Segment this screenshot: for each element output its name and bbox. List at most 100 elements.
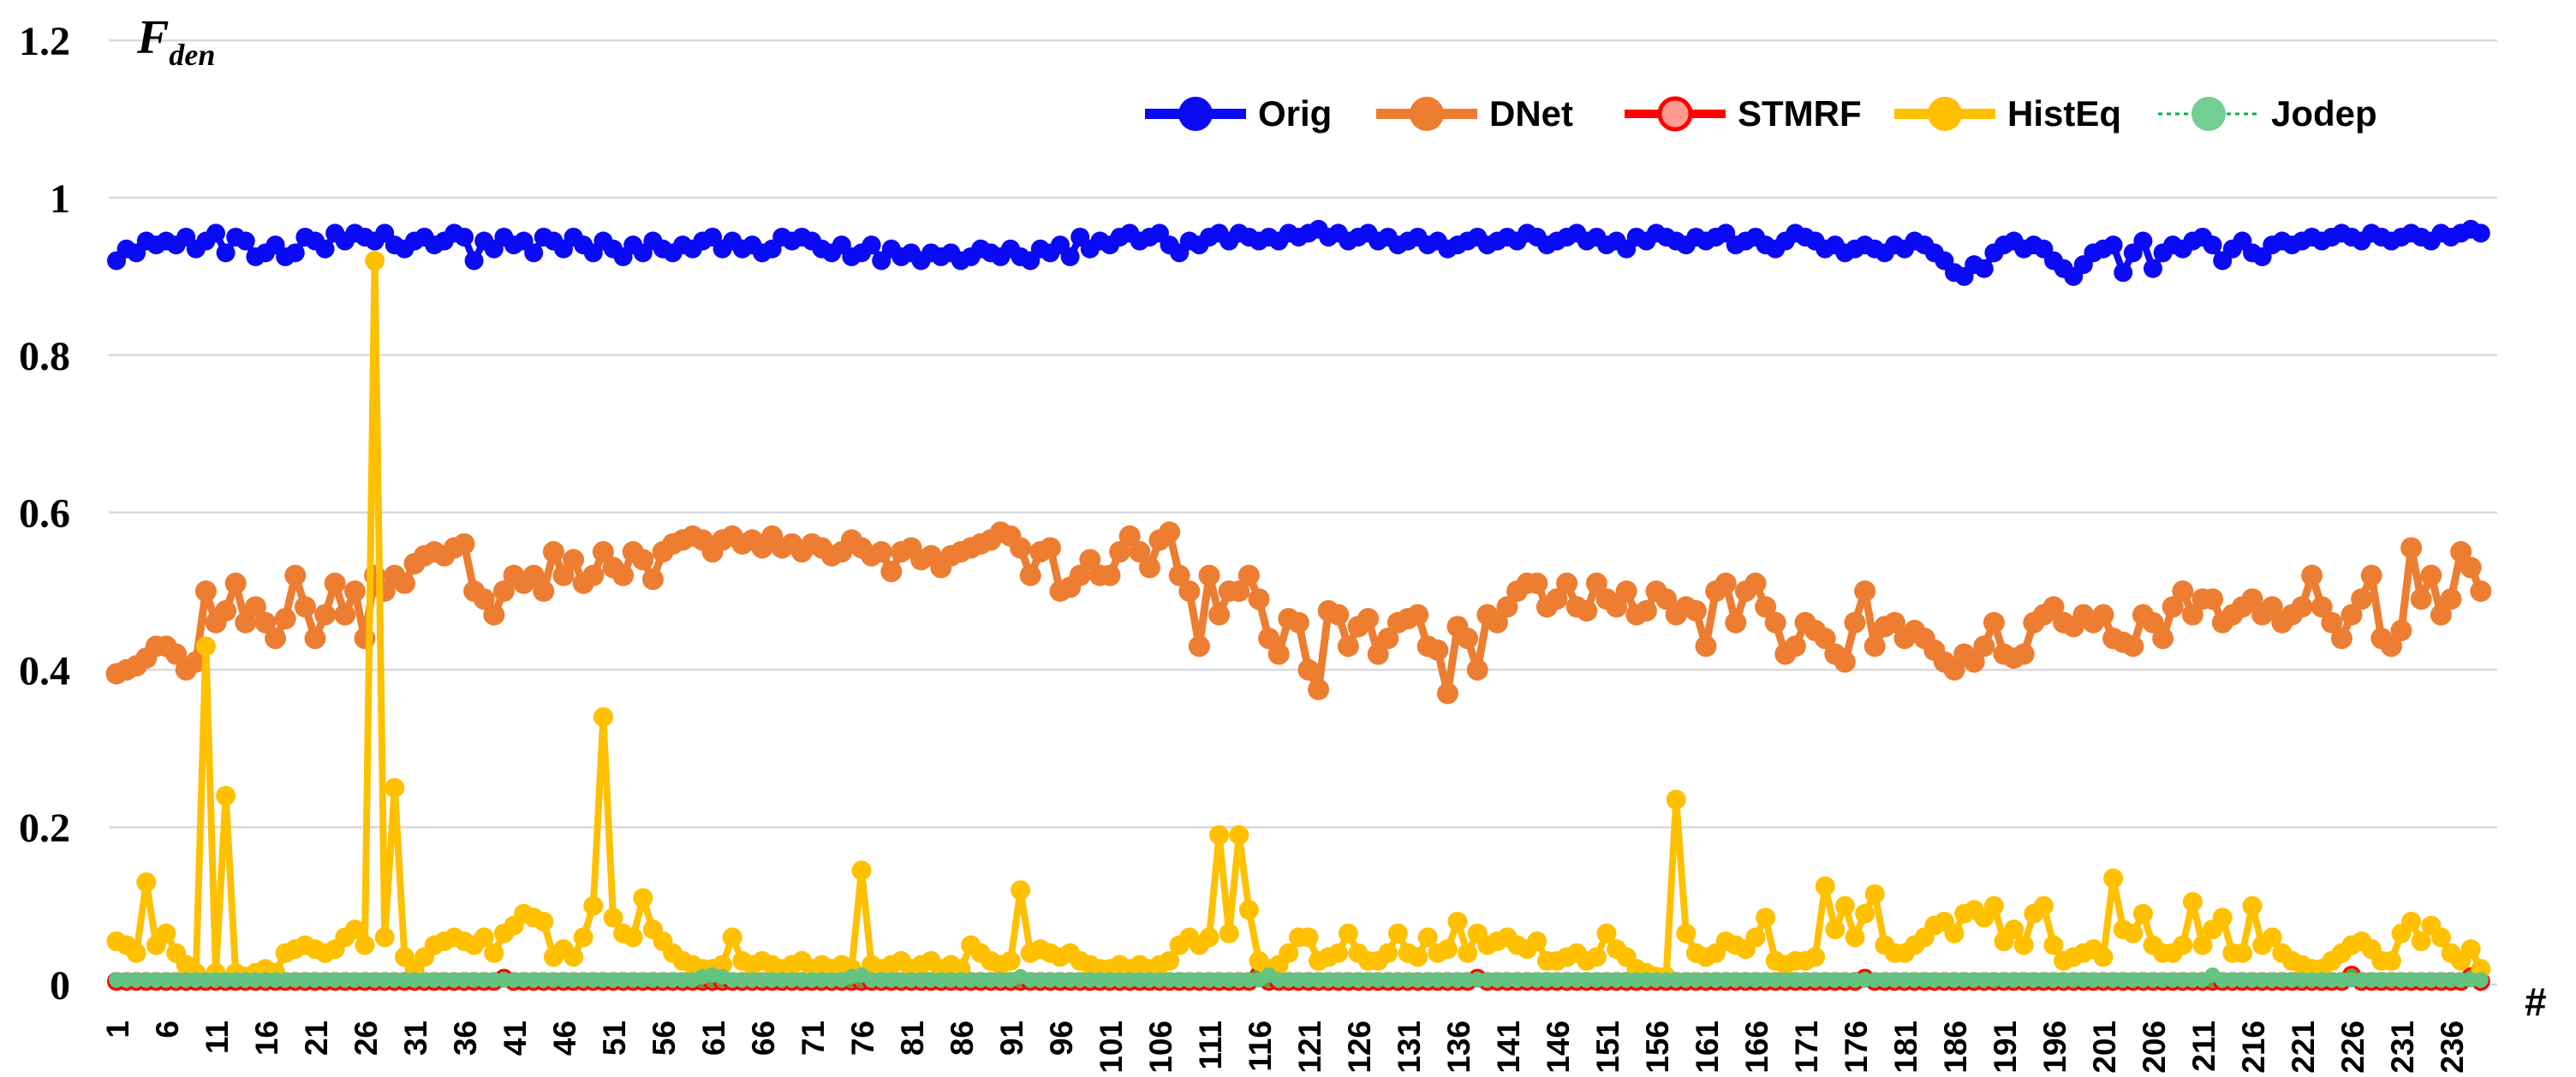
series-marker-orig (524, 243, 544, 263)
series-marker-dnet (2301, 564, 2323, 586)
series-marker-dnet (343, 580, 366, 602)
series-marker-histeq (2173, 935, 2193, 955)
series-marker-dnet (1198, 564, 1220, 586)
series-marker-dnet (2460, 556, 2482, 579)
series-marker-dnet (194, 580, 217, 602)
series-marker-orig (862, 235, 881, 255)
series-marker-dnet (1486, 611, 1508, 634)
series-marker-dnet (1466, 658, 1488, 681)
series-marker-histeq (1408, 947, 1428, 967)
series-marker-histeq (156, 923, 176, 943)
y-tick-label: 1 (50, 176, 70, 222)
x-tick-label: 101 (1094, 1020, 1129, 1074)
series-marker-histeq (1209, 824, 1230, 845)
x-tick-label: 201 (2087, 1020, 2122, 1074)
legend-label: DNet (1489, 93, 1573, 134)
series-marker-histeq (1000, 950, 1021, 971)
series-marker-histeq (564, 947, 584, 967)
series-marker-dnet (2351, 588, 2373, 610)
series-marker-histeq (2093, 947, 2114, 967)
legend-swatch-marker (1657, 96, 1693, 132)
legend-label: Orig (1258, 93, 1332, 134)
series-marker-histeq (126, 943, 146, 963)
series-marker-dnet (265, 628, 287, 650)
x-tick-label: 56 (647, 1020, 682, 1056)
series-marker-histeq (951, 959, 971, 979)
series-marker-orig (216, 243, 236, 263)
series-marker-dnet (2241, 588, 2263, 610)
series-marker-dnet (2012, 643, 2035, 665)
series-marker-dnet (1168, 564, 1190, 586)
series-marker-histeq (2033, 896, 2054, 916)
series-marker-dnet (1178, 580, 1201, 602)
series-marker-histeq (2132, 903, 2153, 924)
series-marker-orig (2114, 263, 2133, 283)
series-marker-dnet (2390, 619, 2412, 641)
series-marker-histeq (1527, 931, 1547, 951)
series-marker-dnet (2042, 596, 2065, 618)
series-marker-dnet (2321, 611, 2343, 634)
series-marker-dnet (334, 604, 356, 626)
series-marker-dnet (453, 533, 475, 555)
series-marker-dnet (870, 541, 892, 563)
series-marker-dnet (1258, 628, 1280, 650)
series-marker-histeq (2182, 892, 2203, 913)
series-marker-dnet (1436, 682, 1458, 705)
series-marker-histeq (385, 777, 405, 798)
series-marker-histeq (1756, 907, 1776, 928)
series-marker-histeq (2242, 896, 2263, 916)
legend-label: Jodep (2271, 93, 2377, 134)
series-marker-dnet (1764, 611, 1786, 634)
series-marker-dnet (1635, 599, 1657, 622)
series-marker-dnet (393, 572, 415, 594)
series-marker-dnet (314, 604, 337, 626)
x-tick-label: 41 (498, 1020, 533, 1056)
series-marker-histeq (374, 927, 395, 948)
series-marker-histeq (2262, 927, 2282, 948)
series-marker-histeq (474, 927, 494, 948)
series-marker-histeq (1676, 923, 1696, 943)
series-marker-dnet (1526, 572, 1548, 594)
series-marker-dnet (274, 608, 296, 630)
y-tick-label: 0 (50, 963, 70, 1009)
series-marker-dnet (324, 572, 346, 594)
series-marker-jodep (2472, 972, 2489, 988)
series-marker-dnet (294, 596, 316, 618)
series-marker-histeq (1586, 947, 1607, 967)
series-marker-dnet (2122, 635, 2144, 658)
series-marker-dnet (1079, 549, 1101, 571)
series-marker-histeq (1845, 927, 1865, 948)
series-orig (107, 219, 2490, 286)
x-tick-label: 66 (746, 1020, 781, 1056)
series-marker-dnet (1457, 628, 1479, 650)
series-marker-dnet (641, 568, 664, 591)
series-marker-dnet (254, 611, 277, 634)
series-marker-histeq (2103, 868, 2124, 889)
series-marker-dnet (1755, 596, 1777, 618)
series-marker-histeq (2192, 935, 2213, 955)
series-marker-dnet (2430, 604, 2452, 626)
series-marker-dnet (2420, 564, 2442, 586)
x-tick-label: 206 (2137, 1020, 2172, 1074)
series-marker-dnet (1714, 572, 1737, 594)
series-marker-dnet (1039, 537, 1061, 559)
series-marker-dnet (880, 561, 903, 583)
series-marker-dnet (2172, 580, 2194, 602)
series-marker-dnet (632, 549, 654, 571)
series-marker-histeq (216, 785, 236, 806)
legend-swatch-marker (1178, 97, 1213, 131)
series-marker-histeq (1825, 919, 1846, 940)
x-tick-label: 211 (2186, 1020, 2221, 1072)
series-marker-dnet (1695, 635, 1717, 658)
series-marker-orig (1974, 259, 1994, 278)
legend-item-dnet: DNet (1376, 93, 1573, 134)
series-marker-dnet (1546, 588, 1568, 610)
series-marker-histeq (1447, 911, 1468, 931)
series-marker-dnet (304, 628, 326, 650)
series-marker-dnet (1129, 541, 1151, 563)
series-marker-orig (455, 227, 474, 247)
series-marker-histeq (2401, 911, 2422, 931)
series-marker-histeq (2471, 959, 2491, 979)
x-tick-label: 111 (1193, 1020, 1228, 1070)
series-marker-histeq (195, 636, 216, 657)
